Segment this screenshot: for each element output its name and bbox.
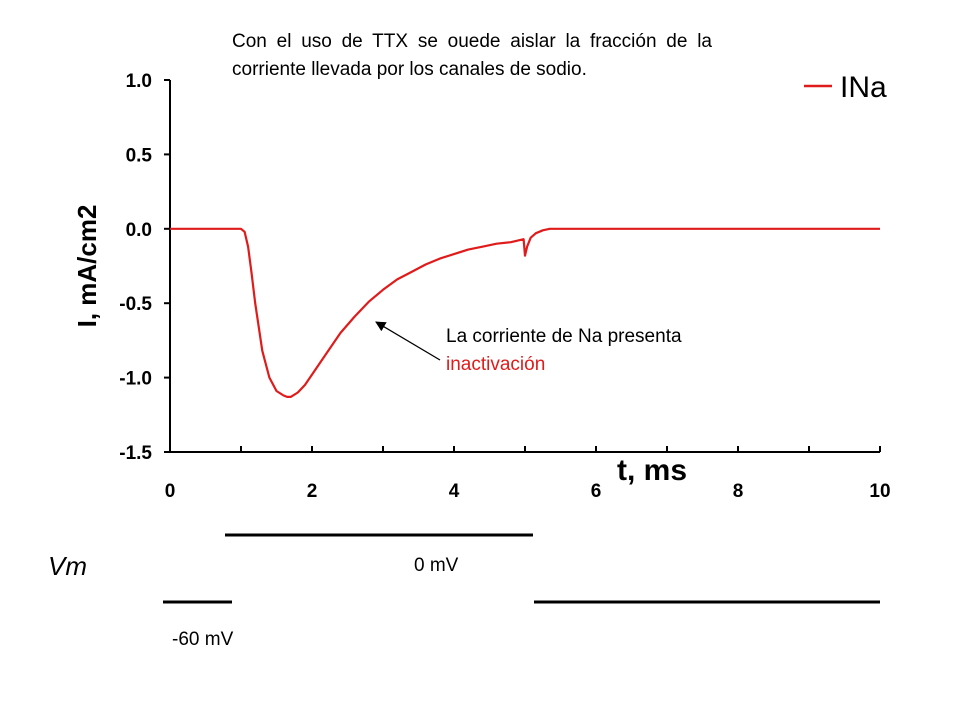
y-tick-label: 0.0	[126, 220, 152, 241]
y-tick-group: 1.0 0.5 0.0 -0.5 -1.0 -1.5	[119, 71, 170, 464]
y-tick-label: -0.5	[119, 294, 152, 315]
x-tick-label: 8	[733, 481, 744, 502]
vm-step-label: 0 mV	[414, 555, 459, 576]
annotation-arrow	[375, 321, 441, 361]
vm-holding-label: -60 mV	[172, 629, 234, 650]
x-tick-label: 0	[165, 481, 176, 502]
x-axis-label: t, ms	[617, 454, 687, 487]
x-tick-group: 0 2 4 6 8 10	[165, 446, 891, 502]
y-tick-label: 1.0	[126, 71, 152, 92]
vm-label: Vm	[48, 551, 87, 581]
annotation-top: Con el uso de TTX se ouede aislar la fra…	[232, 31, 712, 80]
y-tick-label: -1.0	[119, 369, 152, 390]
y-tick-label: -1.5	[119, 443, 152, 464]
y-axis-label: I, mA/cm2	[72, 205, 102, 328]
legend-label-ina: INa	[840, 71, 887, 104]
annotation-arrow-line2: inactivación	[446, 354, 545, 375]
x-tick-label: 4	[449, 481, 460, 502]
x-tick-label: 6	[591, 481, 602, 502]
x-tick-label: 2	[307, 481, 318, 502]
series-line-ina	[170, 227, 880, 398]
annotation-arrow-line1: La corriente de Na presenta	[446, 326, 682, 347]
x-tick-label: 10	[869, 481, 890, 502]
y-tick-label: 0.5	[126, 145, 153, 166]
